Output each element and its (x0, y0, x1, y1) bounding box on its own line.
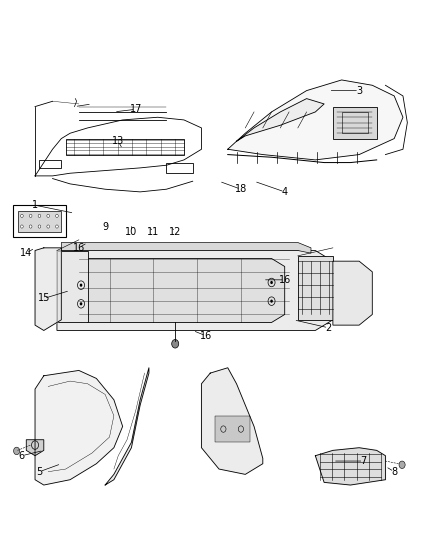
Text: 2: 2 (325, 323, 332, 333)
Polygon shape (105, 368, 149, 485)
Text: 1: 1 (32, 200, 38, 210)
Circle shape (21, 225, 23, 228)
Text: 18: 18 (235, 184, 247, 194)
Text: 17: 17 (130, 104, 142, 114)
Text: 9: 9 (102, 222, 108, 231)
Polygon shape (215, 416, 250, 442)
Circle shape (47, 225, 49, 228)
Circle shape (38, 225, 41, 228)
Text: 10: 10 (125, 227, 138, 237)
Polygon shape (57, 251, 333, 330)
Text: 6: 6 (19, 451, 25, 461)
Polygon shape (26, 440, 44, 456)
Circle shape (80, 284, 82, 287)
Polygon shape (333, 107, 377, 139)
Text: 16: 16 (279, 275, 291, 285)
Circle shape (29, 225, 32, 228)
Circle shape (21, 214, 23, 217)
Circle shape (56, 214, 58, 217)
Text: 11: 11 (147, 227, 159, 237)
Polygon shape (228, 80, 403, 160)
Text: 7: 7 (360, 456, 367, 466)
Bar (13, 205, 66, 237)
Circle shape (80, 302, 82, 305)
Polygon shape (61, 243, 311, 253)
Text: 14: 14 (20, 248, 32, 258)
Circle shape (270, 300, 273, 303)
Polygon shape (333, 261, 372, 325)
Polygon shape (57, 251, 88, 322)
Text: 3: 3 (356, 86, 362, 95)
Polygon shape (88, 259, 285, 322)
Text: 15: 15 (38, 294, 50, 303)
Text: 12: 12 (169, 227, 181, 237)
Circle shape (14, 447, 20, 455)
Polygon shape (35, 248, 61, 330)
Text: 8: 8 (391, 467, 397, 477)
Circle shape (399, 461, 405, 469)
Text: 13: 13 (112, 136, 124, 146)
Polygon shape (298, 256, 333, 320)
Polygon shape (237, 99, 324, 141)
Circle shape (270, 281, 273, 284)
Circle shape (172, 340, 179, 348)
Polygon shape (315, 448, 385, 485)
Text: 16: 16 (200, 331, 212, 341)
Bar (18, 211, 61, 232)
Text: 16: 16 (73, 243, 85, 253)
Polygon shape (35, 370, 123, 485)
Text: 4: 4 (282, 187, 288, 197)
Circle shape (47, 214, 49, 217)
Circle shape (38, 214, 41, 217)
Circle shape (56, 225, 58, 228)
Polygon shape (201, 368, 263, 474)
Circle shape (29, 214, 32, 217)
Text: 5: 5 (36, 467, 42, 477)
